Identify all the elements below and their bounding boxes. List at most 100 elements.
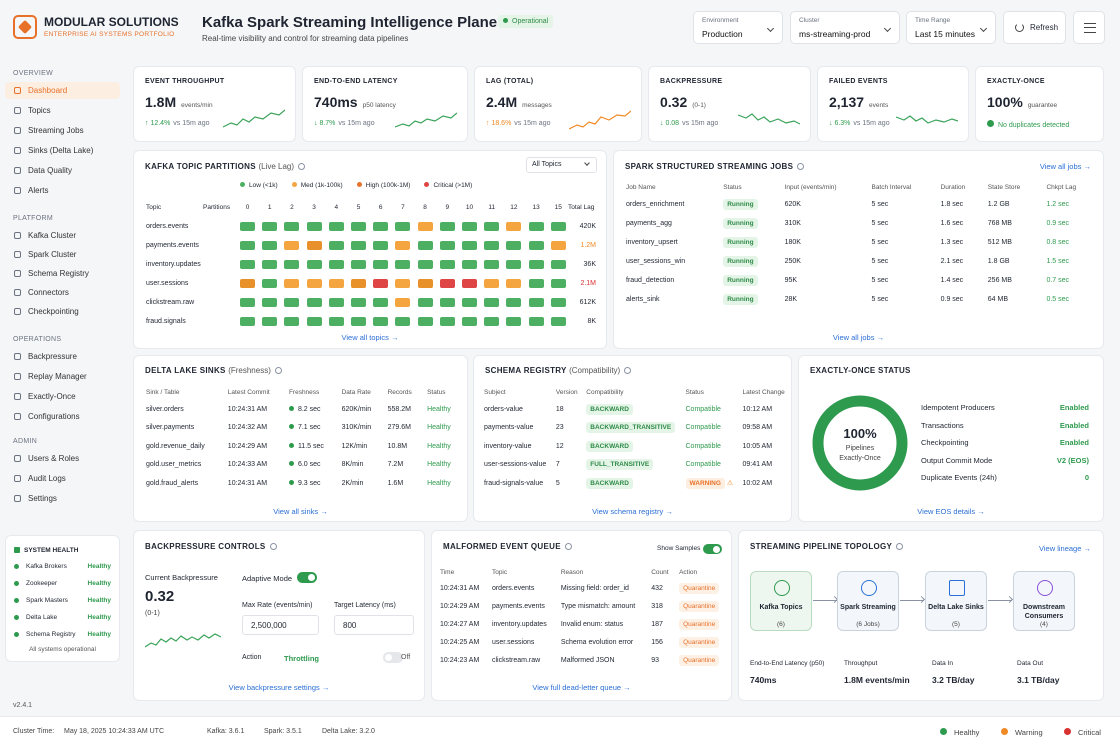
partition-cell[interactable]: [328, 317, 344, 326]
topology-node-downstream-consumers[interactable]: Downstream Consumers (4): [1013, 571, 1075, 631]
sidebar-item-schema-registry[interactable]: Schema Registry: [5, 265, 120, 282]
partition-cell[interactable]: [328, 298, 344, 307]
partition-cell[interactable]: [462, 279, 477, 288]
view-backpressure-settings-link[interactable]: View backpressure settings: [228, 683, 320, 692]
partition-cell[interactable]: [528, 317, 544, 326]
partition-cell[interactable]: [484, 222, 500, 231]
topic-name[interactable]: clickstream.raw: [146, 299, 195, 306]
quarantine-action[interactable]: Quarantine: [679, 618, 720, 630]
partition-cell[interactable]: [550, 317, 566, 326]
partition-cell[interactable]: [528, 241, 544, 250]
partition-cell[interactable]: [462, 317, 477, 326]
table-row[interactable]: gold.fraud_alerts 10:24:31 AM 9.3 sec 2K/mi…: [142, 474, 462, 493]
table-row[interactable]: silver.payments 10:24:32 AM 7.1 sec 310K/mi…: [142, 419, 462, 438]
partition-cell[interactable]: [240, 260, 255, 269]
partition-cell[interactable]: [439, 260, 455, 269]
sidebar-item-streaming-jobs[interactable]: Streaming Jobs: [5, 122, 120, 139]
sidebar-item-exactly-once[interactable]: Exactly-Once: [5, 388, 120, 405]
partition-cell[interactable]: [284, 279, 300, 288]
table-row[interactable]: orders_enrichment Running 620K 5 sec 1.8 sec…: [622, 195, 1097, 214]
partition-cell[interactable]: [373, 222, 389, 231]
partition-cell[interactable]: [284, 222, 300, 231]
partition-cell[interactable]: [528, 260, 544, 269]
environment-select[interactable]: Environment Production: [693, 11, 783, 44]
view-all-sinks-link[interactable]: View all sinks: [273, 507, 319, 516]
throttling-toggle[interactable]: [383, 652, 403, 663]
partition-cell[interactable]: [351, 317, 366, 326]
partition-cell[interactable]: [528, 298, 544, 307]
partition-cell[interactable]: [262, 260, 278, 269]
partition-cell[interactable]: [240, 241, 255, 250]
partition-cell[interactable]: [528, 222, 544, 231]
partition-cell[interactable]: [306, 317, 322, 326]
partition-cell[interactable]: [506, 279, 522, 288]
topic-filter-select[interactable]: All Topics: [526, 157, 597, 173]
view-lineage-link[interactable]: View lineage: [1039, 544, 1082, 553]
partition-cell[interactable]: [395, 241, 411, 250]
partition-cell[interactable]: [328, 222, 344, 231]
partition-cell[interactable]: [284, 317, 300, 326]
table-row[interactable]: alerts_sink Running 28K 5 sec 0.9 sec 64 MB 0.…: [622, 290, 1097, 309]
sidebar-item-data-quality[interactable]: Data Quality: [5, 162, 120, 179]
table-row[interactable]: 10:24:23 AM clickstream.raw Malformed JSON…: [436, 651, 728, 669]
partition-cell[interactable]: [306, 241, 322, 250]
partition-cell[interactable]: [417, 279, 433, 288]
table-row[interactable]: inventory-value 12 BACKWARD Compatible 10:05…: [480, 437, 790, 456]
partition-cell[interactable]: [373, 260, 389, 269]
table-row[interactable]: payments-value 23 BACKWARD_TRANSITIVE Compa…: [480, 419, 790, 438]
adaptive-mode-toggle[interactable]: [297, 572, 317, 583]
sidebar-item-alerts[interactable]: Alerts: [5, 182, 120, 199]
partition-cell[interactable]: [439, 241, 455, 250]
partition-cell[interactable]: [550, 279, 566, 288]
table-row[interactable]: 10:24:27 AM inventory.updates Invalid enum…: [436, 616, 728, 634]
partition-cell[interactable]: [328, 241, 344, 250]
partition-cell[interactable]: [351, 260, 366, 269]
quarantine-action[interactable]: Quarantine: [679, 583, 720, 595]
partition-cell[interactable]: [328, 260, 344, 269]
partition-cell[interactable]: [240, 222, 255, 231]
topic-name[interactable]: orders.events: [146, 223, 189, 230]
sidebar-item-checkpointing[interactable]: Checkpointing: [5, 303, 120, 320]
partition-cell[interactable]: [328, 279, 344, 288]
partition-cell[interactable]: [550, 241, 566, 250]
partition-cell[interactable]: [395, 260, 411, 269]
show-samples-toggle[interactable]: [703, 544, 722, 554]
partition-cell[interactable]: [262, 222, 278, 231]
quarantine-action[interactable]: Quarantine: [679, 636, 720, 648]
partition-cell[interactable]: [417, 298, 433, 307]
partition-cell[interactable]: [351, 298, 366, 307]
partition-cell[interactable]: [506, 260, 522, 269]
table-row[interactable]: gold.revenue_daily 10:24:29 AM 11.5 sec 12K…: [142, 437, 462, 456]
partition-cell[interactable]: [462, 298, 477, 307]
partition-cell[interactable]: [306, 260, 322, 269]
topology-node-delta-lake-sinks[interactable]: Delta Lake Sinks (5): [925, 571, 987, 631]
partition-cell[interactable]: [284, 260, 300, 269]
partition-cell[interactable]: [262, 317, 278, 326]
partition-cell[interactable]: [373, 241, 389, 250]
table-row[interactable]: inventory_upsert Running 180K 5 sec 1.3 sec 5…: [622, 233, 1097, 252]
partition-cell[interactable]: [373, 279, 389, 288]
partition-cell[interactable]: [351, 241, 366, 250]
partition-cell[interactable]: [439, 317, 455, 326]
table-row[interactable]: silver.orders 10:24:31 AM 8.2 sec 620K/min 5…: [142, 400, 462, 419]
table-row[interactable]: fraud_detection Running 95K 5 sec 1.4 sec 256…: [622, 271, 1097, 290]
partition-cell[interactable]: [262, 241, 278, 250]
time-range-select[interactable]: Time Range Last 15 minutes: [906, 11, 996, 44]
table-row[interactable]: 10:24:31 AM orders.events Missing field: o…: [436, 580, 728, 598]
partition-cell[interactable]: [506, 241, 522, 250]
partition-cell[interactable]: [417, 222, 433, 231]
partition-cell[interactable]: [484, 241, 500, 250]
partition-cell[interactable]: [417, 317, 433, 326]
table-row[interactable]: orders-value 18 BACKWARD Compatible 10:12 AM: [480, 400, 790, 419]
partition-cell[interactable]: [306, 279, 322, 288]
topic-name[interactable]: fraud.signals: [146, 318, 186, 325]
partition-cell[interactable]: [462, 241, 477, 250]
view-all-jobs-link[interactable]: View all jobs: [832, 333, 875, 342]
partition-cell[interactable]: [306, 222, 322, 231]
topology-node-spark-streaming[interactable]: Spark Streaming (6 Jobs): [837, 571, 899, 631]
partition-cell[interactable]: [439, 222, 455, 231]
partition-cell[interactable]: [506, 317, 522, 326]
table-row[interactable]: 10:24:25 AM user.sessions Schema evolution…: [436, 633, 728, 651]
topic-name[interactable]: user.sessions: [146, 280, 189, 287]
sidebar-item-topics[interactable]: Topics: [5, 102, 120, 119]
